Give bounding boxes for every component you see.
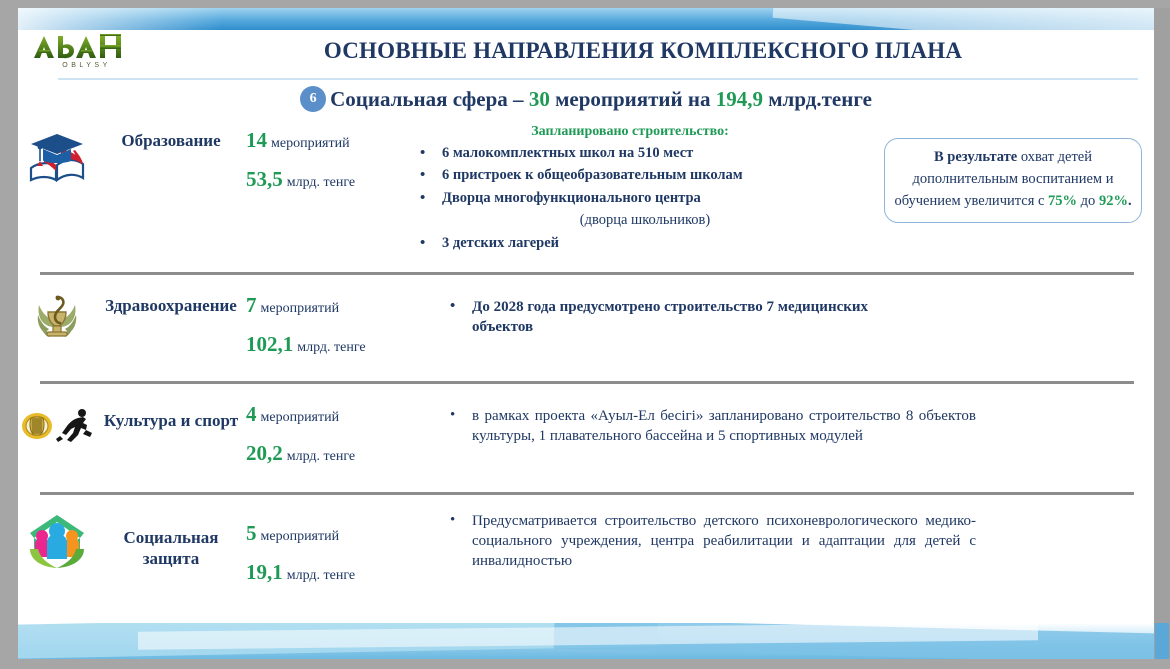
row-icon-cell [18,394,96,446]
bottom-decorative-band [18,623,1154,659]
metric-amount: 53,5 млрд. тенге [246,167,396,192]
metric-amount-unit: млрд. тенге [286,568,356,583]
row-label-culture-sport: Культура и спорт [103,411,239,430]
slide-canvas: OBLYSY ОСНОВНЫЕ НАПРАВЛЕНИЯ КОМПЛЕКСНОГО… [18,8,1154,659]
list-item: в рамках проекта «Ауыл-Ел бесігі» заплан… [436,405,976,446]
list-item-subnote: (дворца школьников) [579,212,711,229]
subtitle-suffix: млрд.тенге [762,86,872,111]
education-result-callout: В результате охват детей дополнительным … [884,138,1142,224]
row-body-social-protection: Предусматривается строительство детского… [396,505,1154,574]
metric-count-unit: мероприятий [271,136,350,151]
metric-count: 4 мероприятий [246,402,396,427]
row-separator [40,492,1134,495]
list-item: Предусматривается строительство детского… [436,510,976,571]
subtitle-amount: 194,9 [715,86,763,111]
vertical-scrollbar[interactable] [1154,8,1170,659]
metric-count-value: 5 [246,521,257,545]
metric-count-unit: мероприятий [260,301,340,316]
row-health: Здравоохранение 7 мероприятий 102,1 млрд… [18,275,1154,381]
header-divider [58,78,1138,80]
row-label-health: Здравоохранение [105,296,237,315]
bowl-of-hygieia-icon [37,295,77,337]
metric-amount: 20,2 млрд. тенге [246,441,396,466]
metric-amount-value: 19,1 [246,560,283,584]
logo-subtext: OBLYSY [62,62,111,69]
list-item: 6 пристроек к общеобразовательным школам [406,165,884,186]
metric-count-value: 14 [246,128,267,152]
slide-header: OBLYSY ОСНОВНЫЕ НАПРАВЛЕНИЯ КОМПЛЕКСНОГО… [18,30,1154,74]
bullet-list-culture-sport: в рамках проекта «Ауыл-Ел бесігі» заплан… [436,405,1130,446]
row-metrics-social-protection: 5 мероприятий 19,1 млрд. тенге [246,505,396,599]
list-item: Дворца многофункционального центра [406,188,884,209]
metric-count: 5 мероприятий [246,521,396,546]
metric-count-unit: мероприятий [260,529,340,544]
list-item: До 2028 года предусмотрено строительство… [436,296,906,337]
row-social-protection: Социальная защита 5 мероприятий 19,1 млр… [18,495,1154,607]
row-separator [40,381,1134,384]
callout-text2: до [1077,192,1099,209]
metric-count-value: 7 [246,293,257,317]
row-body-health: До 2028 года предусмотрено строительство… [396,285,1154,340]
list-item: 6 малокомплектных школ на 510 мест [406,143,884,164]
top-decorative-band [18,8,1154,30]
row-metrics-culture-sport: 4 мероприятий 20,2 млрд. тенге [246,394,396,480]
row-label-social-protection: Социальная защита [123,528,219,569]
section-number-badge: 6 [300,86,327,112]
row-icon-cell [18,120,96,182]
row-metrics-health: 7 мероприятий 102,1 млрд. тенге [246,285,396,371]
section-subtitle-row: 6 Социальная сфера – 30 мероприятий на 1… [18,86,1154,112]
lyre-and-runner-icon [22,409,92,442]
metric-count-value: 4 [246,402,257,426]
logo-mark-icon [34,34,121,59]
graduation-cap-book-icon [29,134,85,182]
bullet-list-health: До 2028 года предусмотрено строительство… [436,296,1124,337]
metric-amount-value: 53,5 [246,167,283,191]
row-label-education: Образование [121,131,221,150]
row-icon-cell [18,285,96,349]
page-title: ОСНОВНЫЕ НАПРАВЛЕНИЯ КОМПЛЕКСНОГО ПЛАНА [323,38,963,63]
scrollbar-thumb[interactable] [1155,623,1169,659]
row-separator [40,272,1134,275]
row-body-education: Запланировано строительство: 6 малокомпл… [396,120,1154,256]
metric-count: 14 мероприятий [246,128,396,153]
metric-amount-value: 20,2 [246,441,283,465]
bullet-list-social-protection: Предусматривается строительство детского… [436,510,1130,571]
family-house-icon [30,515,84,568]
row-icon-cell [18,505,96,569]
metric-amount: 102,1 млрд. тенге [246,332,396,357]
subtitle-prefix: Социальная сфера – [330,86,529,111]
callout-lead: В результате [934,149,1018,165]
callout-text1: охват детей дополнительным воспитанием и… [894,149,1114,209]
metric-amount-unit: млрд. тенге [286,449,356,464]
top-band-gradient [18,8,1154,30]
body-heading: Запланировано строительство: [531,124,729,139]
subtitle-count: 30 [528,86,550,111]
metric-amount: 19,1 млрд. тенге [246,560,396,585]
metric-count-unit: мероприятий [260,410,340,425]
row-metrics-education: 14 мероприятий 53,5 млрд. тенге [246,120,396,206]
metric-amount-unit: млрд. тенге [297,340,366,355]
metric-amount-unit: млрд. тенге [286,175,356,190]
category-rows: Образование 14 мероприятий 53,5 млрд. те… [18,120,1154,607]
callout-text3: . [1127,192,1132,209]
window-left-edge [0,0,18,669]
metric-count: 7 мероприятий [246,293,396,318]
window-top-edge [0,0,1170,8]
abai-oblysy-logo: OBLYSY [30,34,140,74]
metric-amount-value: 102,1 [246,332,294,356]
row-education: Образование 14 мероприятий 53,5 млрд. те… [18,120,1154,272]
subtitle-middle: мероприятий на [549,86,716,111]
bullet-list-education: 6 малокомплектных школ на 510 мест 6 при… [406,143,884,254]
row-culture-sport: Культура и спорт 4 мероприятий 20,2 млрд… [18,384,1154,492]
list-item: 3 детских лагерей [406,233,884,254]
callout-value-from: 75% [1048,192,1078,209]
window-bottom-edge [0,659,1170,669]
row-body-culture-sport: в рамках проекта «Ауыл-Ел бесігі» заплан… [396,394,1154,449]
callout-value-to: 92% [1098,192,1128,209]
section-subtitle: Социальная сфера – 30 мероприятий на 194… [330,87,872,112]
